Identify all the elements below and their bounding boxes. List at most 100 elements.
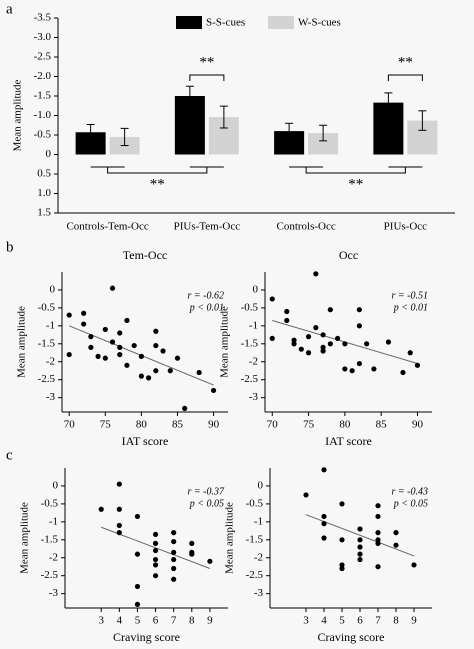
x-tick-label: Controls-Tem-Occ [66,221,148,233]
y-tick-label: -0.5 [34,129,52,141]
y-tick-label: -2 [46,355,55,367]
point [269,335,275,342]
point [109,285,116,291]
point [321,513,327,520]
chart-title: Occ [339,248,358,262]
point [152,531,159,538]
point [411,562,417,568]
point [116,522,122,529]
point [357,537,363,543]
point [291,337,297,343]
point [210,387,217,394]
x-tick-label: 5 [339,615,345,627]
point [313,325,319,331]
stat-annotation: r = -0.37 [188,486,225,497]
point [81,310,87,316]
point [98,506,104,512]
point [66,351,72,358]
x-tick-label: 5 [135,615,141,627]
point [339,562,345,568]
point [375,537,381,543]
point [116,481,122,487]
point [321,467,327,473]
x-tick-label: 4 [321,615,327,627]
point [375,530,381,536]
y-tick-label: -0.5 [241,301,259,313]
x-tick-label: 80 [339,419,351,431]
point [414,362,421,368]
x-tick-label: PIUs-Occ [384,221,427,233]
point [171,565,177,572]
point [146,375,152,381]
point [88,334,94,340]
point [95,353,101,359]
legend-label: W-S-cues [298,17,341,29]
x-tick-label: 3 [303,615,309,627]
point [364,341,370,347]
point [134,583,141,590]
point [189,540,195,546]
point [356,307,362,313]
point [124,362,130,368]
point [153,342,159,349]
point [339,537,345,543]
point [335,335,341,342]
point [327,307,333,313]
panel-label: b [6,239,14,255]
panel-label: a [6,1,13,17]
point [131,342,137,349]
point [356,323,362,329]
significance-label: ** [199,54,214,70]
y-tick-label: -3 [46,391,56,403]
x-tick-label: 90 [412,419,424,431]
x-axis-label: Craving score [318,630,385,644]
point [291,341,297,347]
point [152,573,159,579]
y-tick-label: 0 [50,283,56,295]
y-tick-label: -1 [254,515,263,527]
significance-label: ** [150,176,165,192]
point [400,369,406,376]
y-tick-label: -3 [254,587,264,599]
point [357,551,363,557]
y-tick-label: -1.5 [246,533,264,545]
y-tick-label: -2 [254,551,263,563]
point [116,530,122,536]
point [303,492,309,498]
point [207,558,213,564]
point [371,366,377,372]
x-tick-label: 80 [136,419,148,431]
point [81,321,87,327]
y-tick-label: 0 [253,283,259,295]
point [320,348,326,354]
point [152,556,159,563]
significance-bracket [387,74,423,81]
stat-annotation: p < 0.05 [189,498,224,509]
point [375,503,381,509]
y-tick-label: 1.0 [37,187,51,199]
point [375,540,381,546]
y-tick-label: -1.5 [38,337,56,349]
point [321,535,327,541]
point [349,368,355,374]
y-tick-label: 0 [46,148,52,160]
x-tick-label: 70 [267,419,279,431]
x-tick-label: 6 [153,615,159,627]
stat-annotation: p < 0.01 [189,302,224,313]
point [138,373,144,379]
x-tick-label: 75 [303,419,315,431]
point [171,549,177,555]
y-tick-label: -2.5 [241,373,259,385]
x-tick-label: 90 [208,419,220,431]
stat-annotation: r = -0.62 [188,290,224,301]
point [134,601,141,608]
legend-label: S-S-cues [206,17,245,29]
x-tick-label: 3 [98,615,104,627]
point [339,501,345,507]
point [116,506,122,512]
point [298,346,304,352]
significance-bracket [189,74,225,81]
x-tick-label: PIUs-Tem-Occ [174,221,241,233]
panel-label: c [6,447,13,463]
y-tick-label: -2 [249,355,258,367]
